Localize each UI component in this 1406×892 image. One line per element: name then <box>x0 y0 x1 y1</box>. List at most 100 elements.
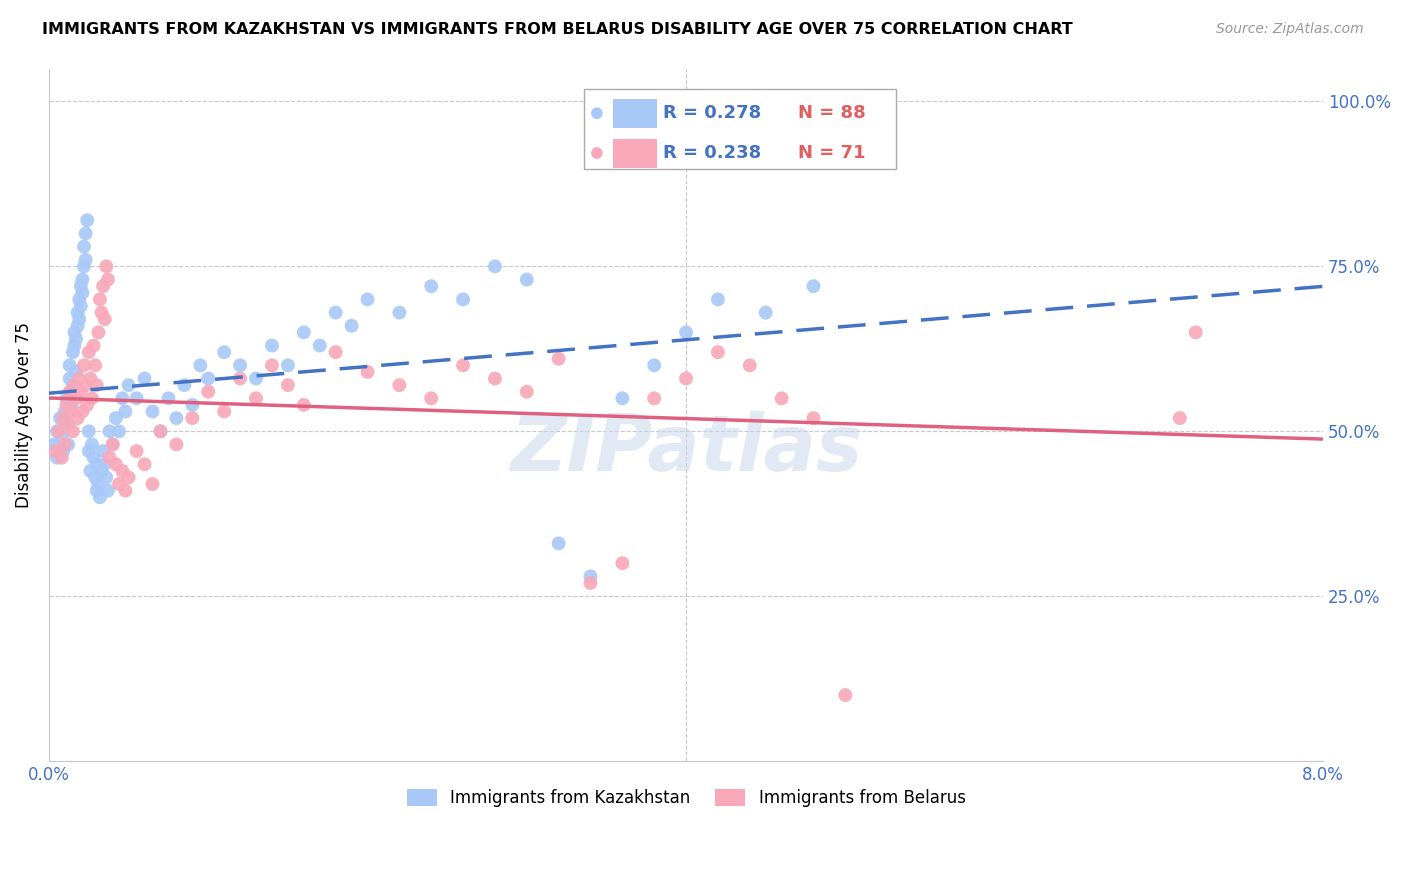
Point <box>67 293 90 307</box>
Point <box>388 378 411 392</box>
Point <box>79 371 101 385</box>
Point <box>356 293 378 307</box>
Point <box>48 425 70 439</box>
Point <box>292 326 315 340</box>
Point <box>75 252 97 267</box>
Point <box>134 371 156 385</box>
Point <box>91 279 114 293</box>
Point <box>90 464 112 478</box>
Point <box>643 392 665 406</box>
Point <box>612 392 634 406</box>
Point <box>84 359 107 373</box>
Point <box>229 359 252 373</box>
Point <box>547 351 569 366</box>
Point <box>308 338 330 352</box>
Point <box>45 450 67 465</box>
Point <box>42 437 65 451</box>
Point <box>125 392 148 406</box>
Point <box>277 359 299 373</box>
Point <box>484 371 506 385</box>
Point <box>63 338 86 352</box>
Point <box>87 326 110 340</box>
Point <box>53 417 76 432</box>
Point <box>101 437 124 451</box>
Point <box>66 318 89 333</box>
Point <box>111 464 134 478</box>
Point <box>125 444 148 458</box>
Text: R = 0.238: R = 0.238 <box>664 144 762 162</box>
Point <box>80 392 103 406</box>
Point <box>76 213 98 227</box>
Point <box>53 437 76 451</box>
Point <box>117 470 139 484</box>
Point <box>117 378 139 392</box>
Point <box>325 345 347 359</box>
Point <box>834 688 856 702</box>
Point <box>98 425 121 439</box>
Point <box>108 477 131 491</box>
Point <box>59 371 82 385</box>
Point <box>104 457 127 471</box>
Point <box>114 404 136 418</box>
Point <box>60 404 83 418</box>
Point <box>96 470 118 484</box>
Point <box>325 305 347 319</box>
Point <box>53 404 76 418</box>
Point <box>260 338 283 352</box>
Point <box>388 305 411 319</box>
Point <box>93 312 115 326</box>
Point <box>91 444 114 458</box>
Point <box>707 345 730 359</box>
Point <box>643 359 665 373</box>
Point <box>59 359 82 373</box>
Point <box>65 392 87 406</box>
Point <box>212 404 235 418</box>
Point <box>73 239 96 253</box>
Point <box>212 345 235 359</box>
Point <box>340 318 363 333</box>
Point <box>56 437 79 451</box>
Point <box>157 392 180 406</box>
Point <box>55 398 77 412</box>
Point <box>76 398 98 412</box>
Point <box>675 326 697 340</box>
Point <box>56 417 79 432</box>
Point <box>114 483 136 498</box>
Point <box>770 392 793 406</box>
Point <box>65 365 87 379</box>
Point <box>141 477 163 491</box>
Point <box>356 365 378 379</box>
Point <box>59 384 82 399</box>
Point <box>49 411 72 425</box>
Point <box>292 398 315 412</box>
Legend: Immigrants from Kazakhstan, Immigrants from Belarus: Immigrants from Kazakhstan, Immigrants f… <box>398 780 974 815</box>
Point <box>675 371 697 385</box>
Point <box>451 293 474 307</box>
Point <box>62 345 84 359</box>
Point <box>80 437 103 451</box>
Point <box>89 490 111 504</box>
FancyBboxPatch shape <box>583 89 896 169</box>
Text: N = 88: N = 88 <box>799 104 866 122</box>
Point <box>45 425 67 439</box>
Point <box>104 411 127 425</box>
Point <box>69 384 91 399</box>
Point <box>803 411 825 425</box>
Point <box>83 338 105 352</box>
Point <box>755 305 778 319</box>
Point <box>181 398 204 412</box>
Point <box>738 359 761 373</box>
Point <box>83 450 105 465</box>
Point <box>72 285 94 300</box>
FancyBboxPatch shape <box>613 99 657 128</box>
Point <box>451 359 474 373</box>
Point <box>86 483 108 498</box>
Point <box>73 260 96 274</box>
Point <box>75 378 97 392</box>
Point <box>260 359 283 373</box>
Point <box>197 384 219 399</box>
Point <box>73 359 96 373</box>
Point <box>69 299 91 313</box>
Text: Source: ZipAtlas.com: Source: ZipAtlas.com <box>1216 22 1364 37</box>
Point <box>134 457 156 471</box>
